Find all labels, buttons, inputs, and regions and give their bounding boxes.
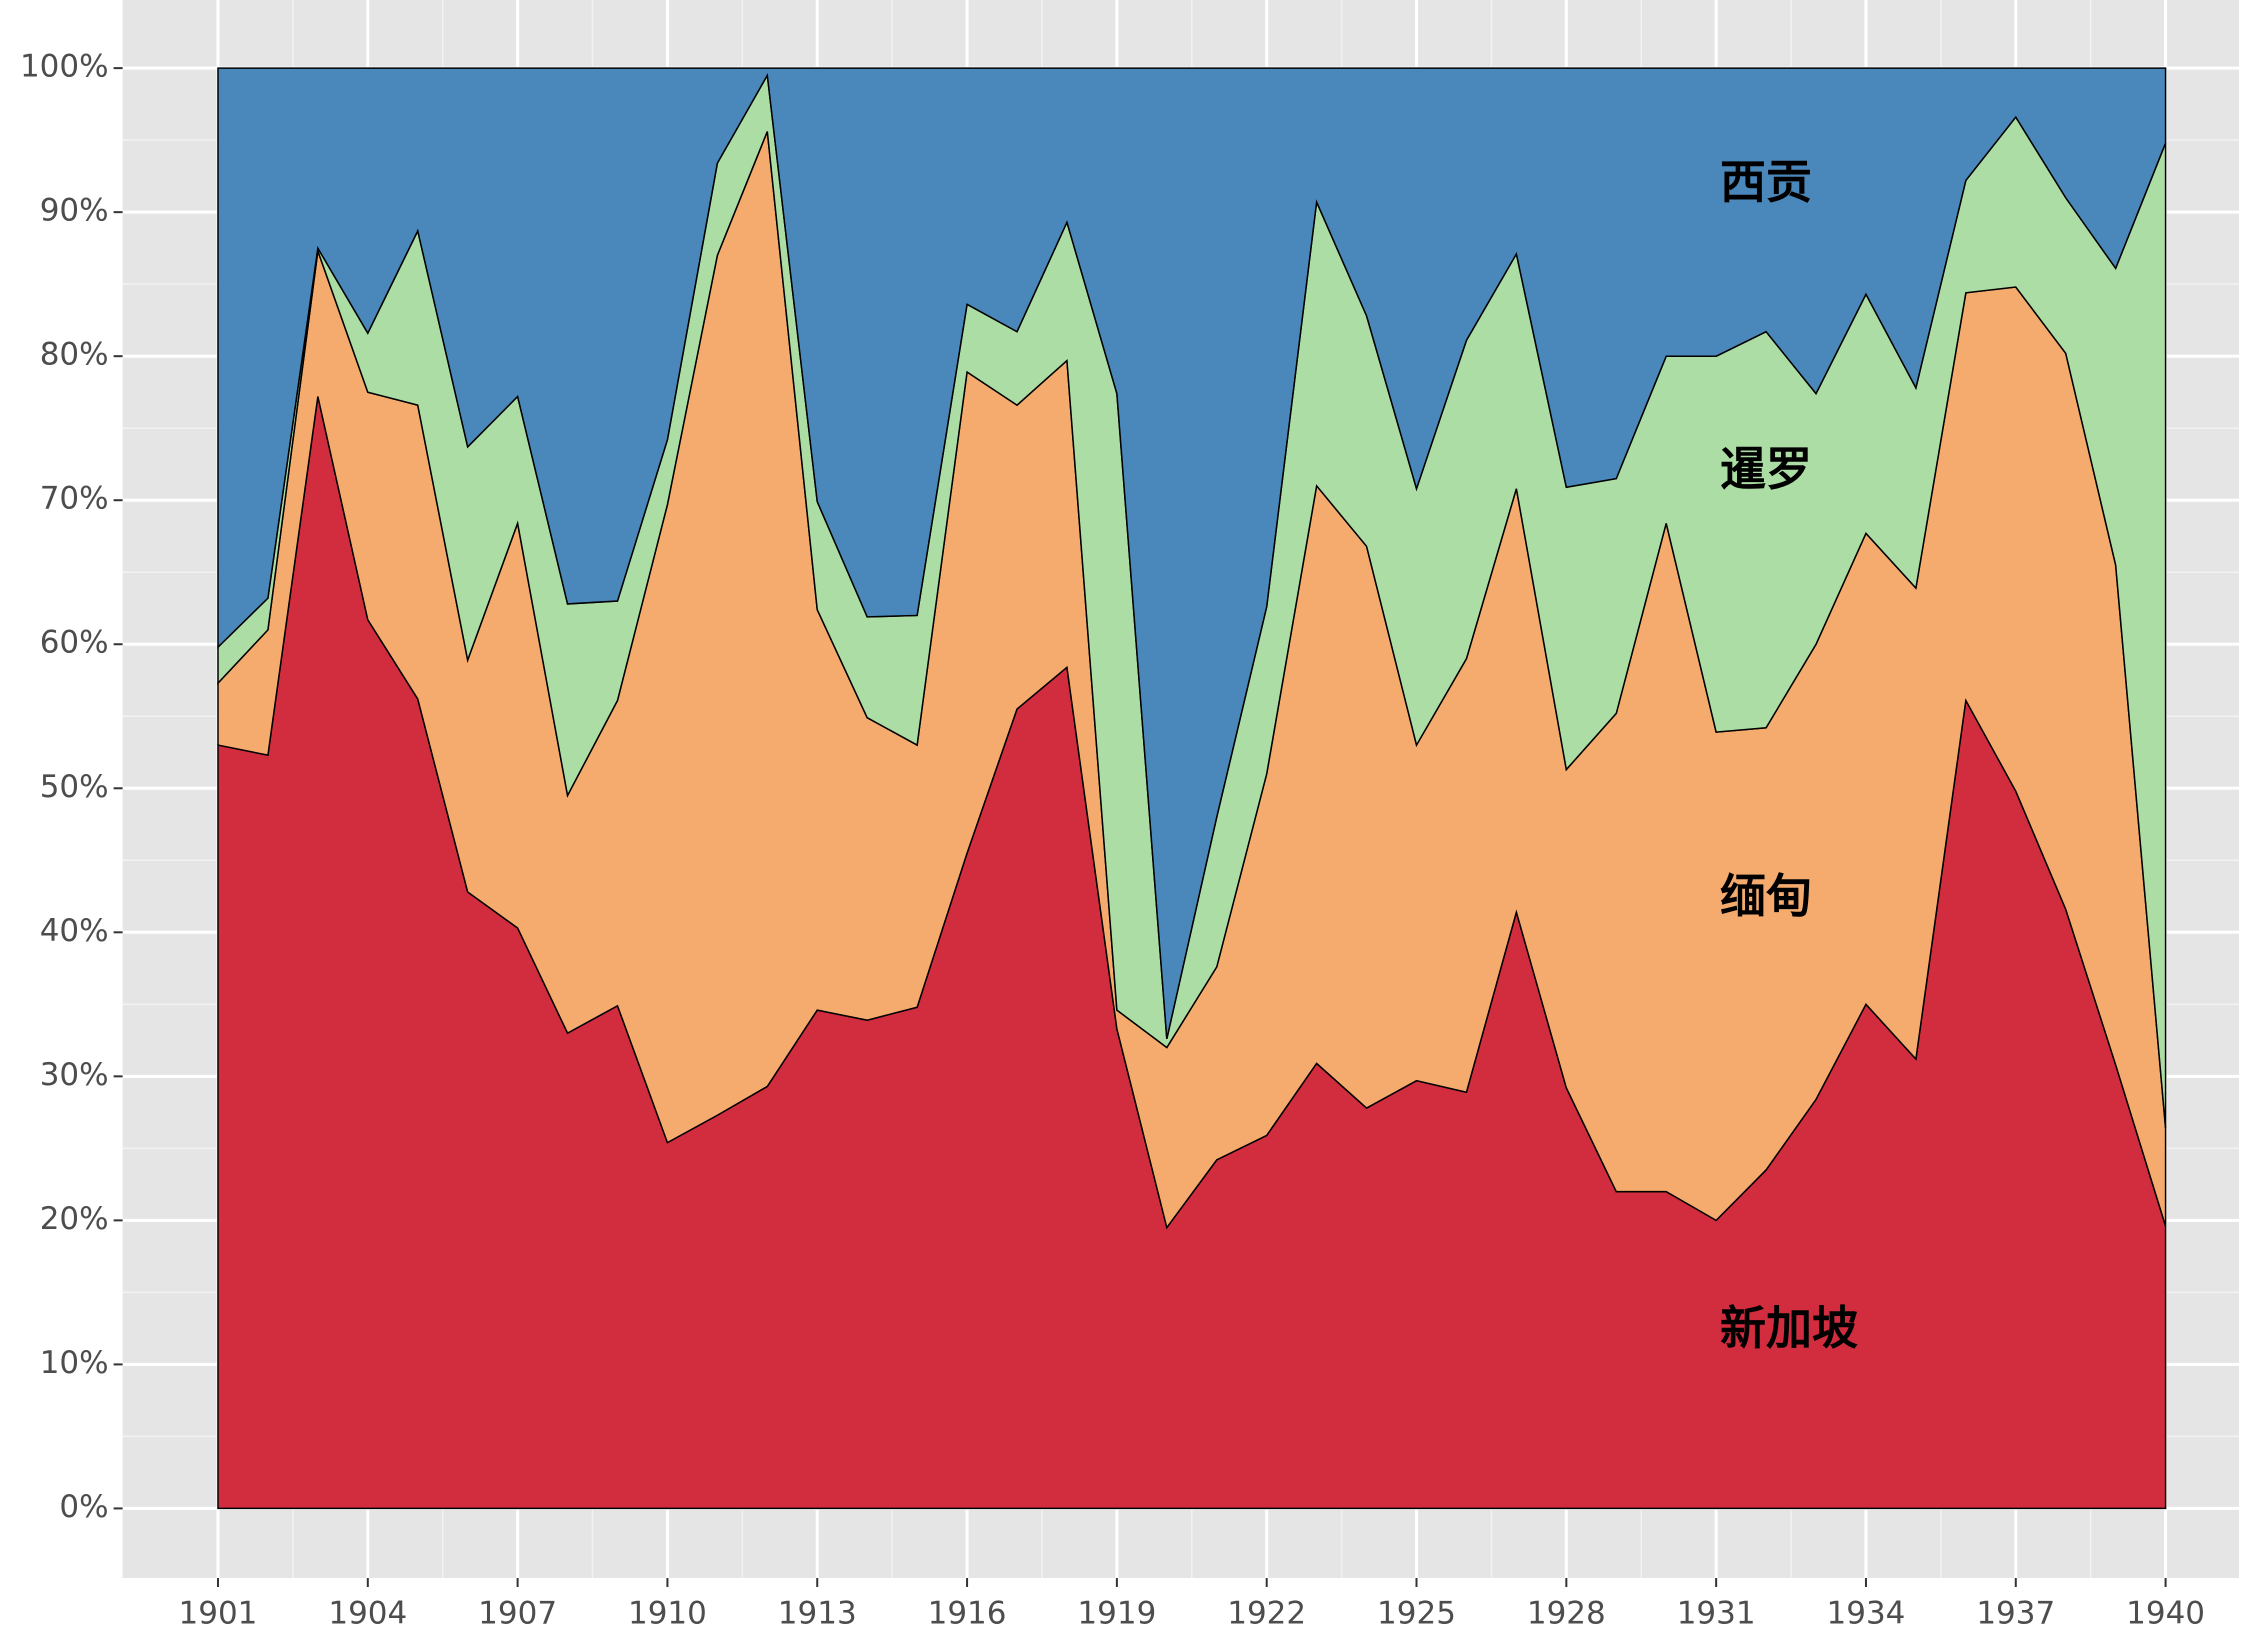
x-tick-label: 1940 [2126,1596,2205,1632]
y-tick-label: 50% [40,769,109,805]
x-tick-label: 1901 [179,1596,258,1632]
series-label: 西贡 [1720,155,1812,209]
x-tick-label: 1913 [778,1596,857,1632]
x-tick-label: 1937 [1976,1596,2055,1632]
x-tick-label: 1934 [1827,1596,1906,1632]
y-tick-label: 10% [40,1345,109,1381]
series-label: 暹罗 [1720,442,1812,496]
y-tick-label: 60% [40,625,109,661]
x-tick-label: 1907 [478,1596,557,1632]
area [217,67,2167,1040]
series-label: 新加坡 [1720,1301,1858,1355]
y-tick-label: 70% [40,481,109,517]
y-tick-label: 100% [20,49,109,85]
x-tick-label: 1922 [1227,1596,1306,1632]
x-tick-label: 1916 [928,1596,1007,1632]
y-tick-label: 40% [40,913,109,949]
x-tick-label: 1931 [1677,1596,1756,1632]
y-tick-label: 90% [40,193,109,229]
y-tick-label: 20% [40,1201,109,1237]
x-tick-label: 1919 [1077,1596,1156,1632]
x-tick-label: 1904 [328,1596,407,1632]
series-label: 缅甸 [1720,869,1812,923]
x-tick-label: 1925 [1377,1596,1456,1632]
x-tick-label: 1910 [628,1596,707,1632]
y-tick-label: 80% [40,337,109,373]
y-tick-label: 30% [40,1057,109,1093]
x-tick-label: 1928 [1527,1596,1606,1632]
y-tick-label: 0% [59,1489,108,1525]
